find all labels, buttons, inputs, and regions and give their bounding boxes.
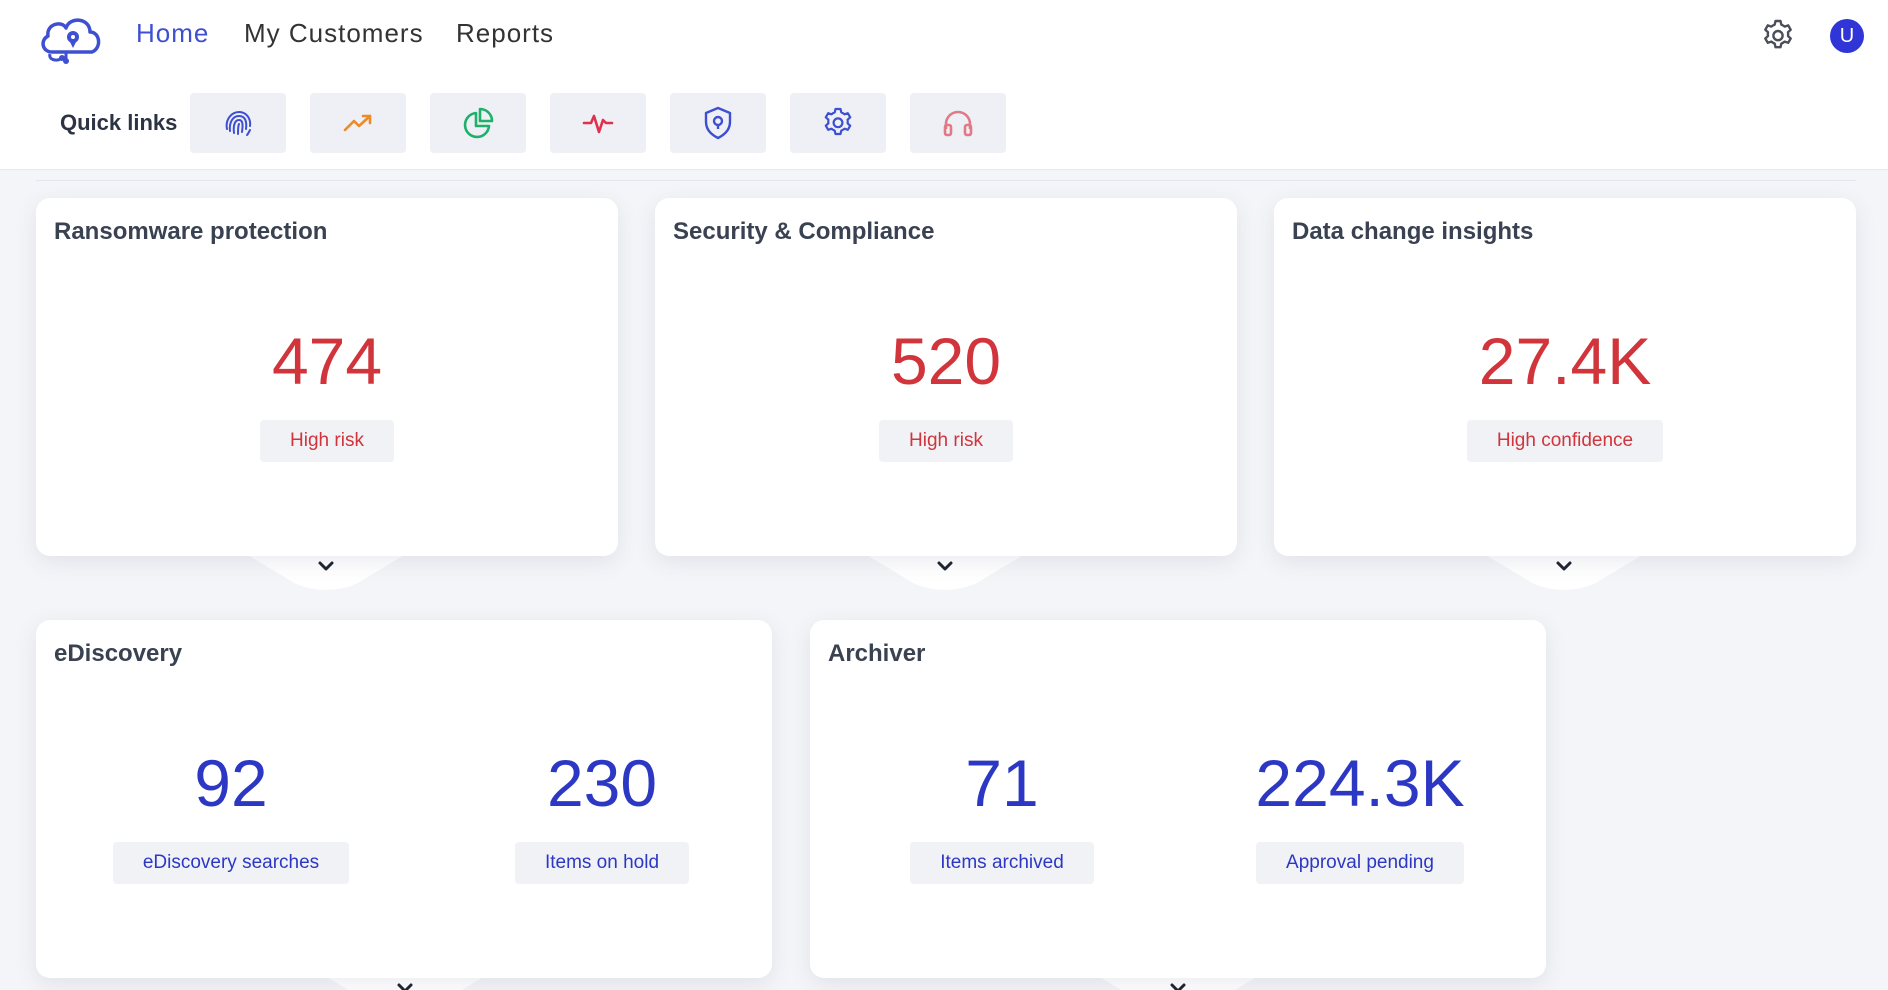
shield-icon <box>704 106 732 140</box>
quick-link-fingerprint[interactable] <box>190 93 286 153</box>
nav-home[interactable]: Home <box>136 18 210 48</box>
trending-up-icon <box>343 114 372 132</box>
metric-badge: Approval pending <box>1256 842 1464 884</box>
metric-value: 92 <box>194 746 268 820</box>
chevron-down-icon <box>937 561 953 571</box>
headphones-icon <box>943 110 973 137</box>
ediscovery-searches-metric[interactable]: 92 eDiscovery searches <box>66 748 396 884</box>
ransomware-metric: 474 High risk <box>36 326 618 462</box>
data-change-expand-tab[interactable] <box>1484 554 1644 590</box>
tab-shape <box>325 976 485 990</box>
metric-badge: Items on hold <box>514 842 690 884</box>
data-change-metric: 27.4K High confidence <box>1274 326 1856 462</box>
metric-value: 474 <box>271 324 383 398</box>
archiver-card[interactable]: Archiver 71 Items archived 224.3K Approv… <box>810 620 1546 978</box>
approval-pending-metric[interactable]: 224.3K Approval pending <box>1190 748 1530 884</box>
security-metric: 520 High risk <box>655 326 1237 462</box>
chevron-down-icon <box>397 983 413 990</box>
card-title: Archiver <box>828 640 926 667</box>
tab-shape <box>246 554 406 590</box>
card-title: Ransomware protection <box>54 218 328 245</box>
card-title: eDiscovery <box>54 640 183 667</box>
quick-link-settings[interactable] <box>790 93 886 153</box>
metric-value: 71 <box>965 746 1039 820</box>
quick-link-pie-chart[interactable] <box>430 93 526 153</box>
quick-links-label: Quick links <box>60 110 178 135</box>
ransomware-expand-tab[interactable] <box>246 554 406 590</box>
activity-icon <box>582 114 614 134</box>
nav-reports[interactable]: Reports <box>456 18 555 48</box>
quick-link-support[interactable] <box>910 93 1006 153</box>
tab-shape <box>1098 976 1258 990</box>
user-avatar[interactable]: U <box>1830 19 1864 53</box>
section-divider <box>36 180 1856 181</box>
archiver-expand-tab[interactable] <box>1098 976 1258 990</box>
chevron-down-icon <box>1556 561 1572 571</box>
metric-value: 520 <box>890 324 1002 398</box>
security-expand-tab[interactable] <box>865 554 1025 590</box>
top-navigation-bar: Home My Customers Reports U <box>0 0 1888 80</box>
items-on-hold-metric[interactable]: 230 Items on hold <box>442 748 762 884</box>
metric-badge: Items archived <box>910 842 1094 884</box>
confidence-badge: High confidence <box>1466 420 1664 462</box>
items-archived-metric[interactable]: 71 Items archived <box>832 748 1172 884</box>
ediscovery-expand-tab[interactable] <box>325 976 485 990</box>
risk-badge: High risk <box>260 420 394 462</box>
chevron-down-icon <box>1170 983 1186 990</box>
fingerprint-icon <box>225 110 252 136</box>
quick-link-shield[interactable] <box>670 93 766 153</box>
quick-links-bar: Quick links <box>0 80 1888 170</box>
metric-value: 27.4K <box>1478 324 1652 398</box>
quick-link-activity[interactable] <box>550 93 646 153</box>
risk-badge: High risk <box>879 420 1013 462</box>
card-title: Data change insights <box>1292 218 1534 245</box>
metric-value: 230 <box>546 746 658 820</box>
tab-shape <box>865 554 1025 590</box>
security-compliance-card[interactable]: Security & Compliance 520 High risk <box>655 198 1237 556</box>
quick-link-trending[interactable] <box>310 93 406 153</box>
metric-badge: eDiscovery searches <box>112 842 350 884</box>
tab-shape <box>1484 554 1644 590</box>
nav-my-customers[interactable]: My Customers <box>244 18 424 48</box>
cloud-lock-logo-icon[interactable] <box>36 8 106 66</box>
metric-value: 224.3K <box>1255 746 1465 820</box>
data-change-insights-card[interactable]: Data change insights 27.4K High confiden… <box>1274 198 1856 556</box>
gear-icon <box>824 107 852 136</box>
ransomware-protection-card[interactable]: Ransomware protection 474 High risk <box>36 198 618 556</box>
card-title: Security & Compliance <box>673 218 935 245</box>
ediscovery-card[interactable]: eDiscovery 92 eDiscovery searches 230 It… <box>36 620 772 978</box>
pie-chart-icon <box>463 107 494 139</box>
chevron-down-icon <box>318 561 334 571</box>
settings-gear-icon[interactable] <box>1760 18 1796 54</box>
